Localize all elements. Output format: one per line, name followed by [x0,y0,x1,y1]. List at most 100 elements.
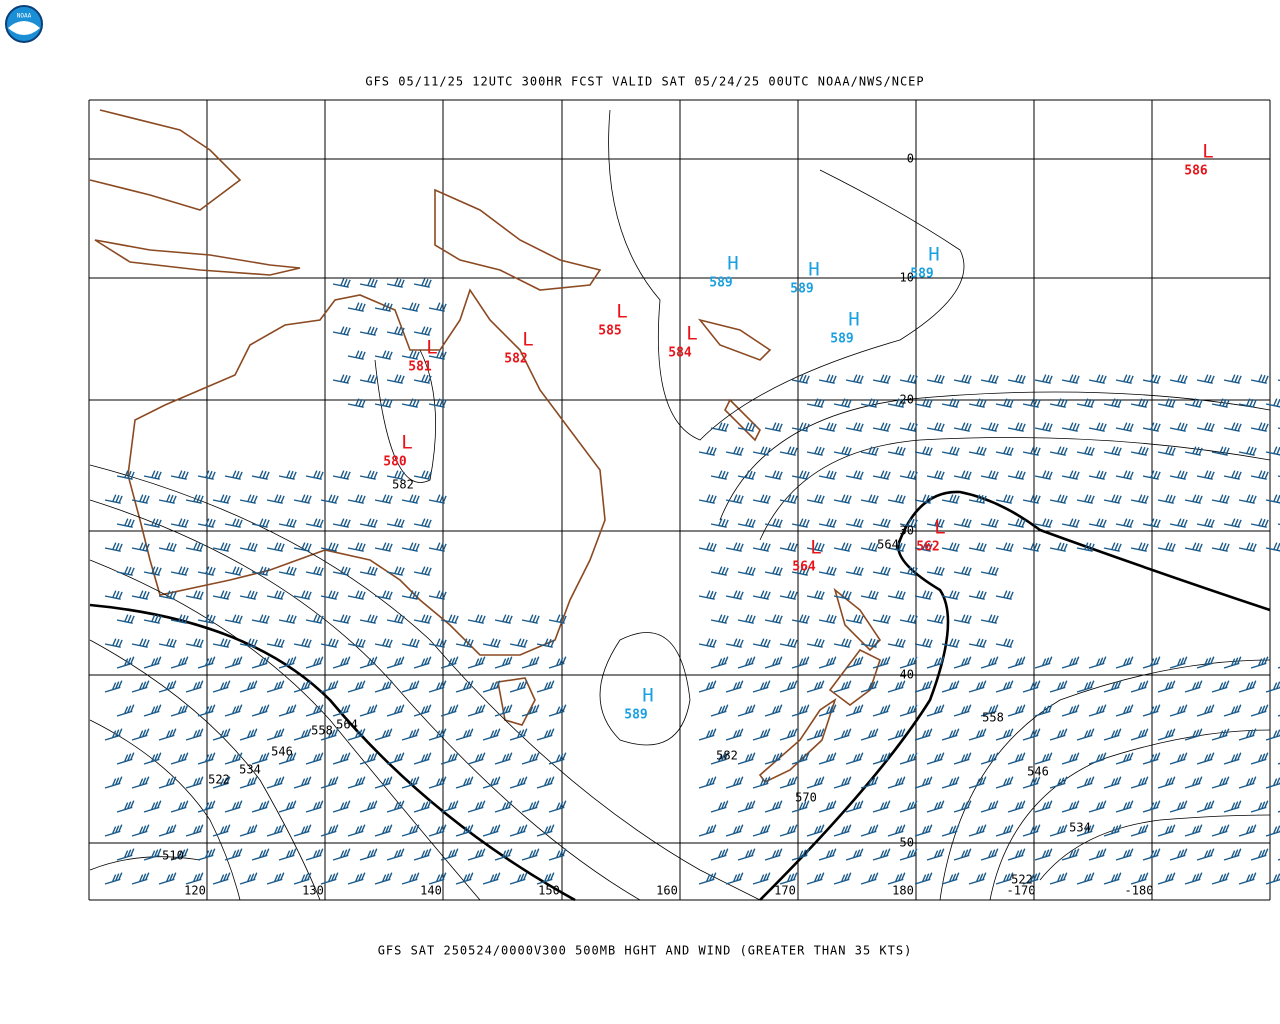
logo-text: NOAA [17,13,32,20]
wind-barb [347,494,366,504]
wind-barb [413,800,432,813]
wind-barb [116,518,135,528]
wind-barb [1022,872,1041,885]
wind-barb [968,446,987,456]
wind-barb [1034,656,1053,669]
wind-barb [887,542,906,552]
wind-barb [1196,704,1215,717]
wind-barb [332,614,351,624]
wind-barb [941,776,960,789]
wind-barb [116,704,135,717]
wind-barb [914,776,933,789]
center-symbol: H [727,253,738,275]
wind-barb [428,680,447,693]
wind-barb [401,638,420,648]
lon-label: 140 [420,884,442,898]
wind-barb [710,800,729,813]
map-caption: GFS SAT 250524/0000V300 500MB HGHT AND W… [378,944,913,958]
wind-barb [818,422,837,432]
wind-barb [791,656,810,669]
wind-barb [266,494,285,504]
wind-barb [374,872,393,885]
wind-barb [509,776,528,789]
wind-barb [359,614,378,624]
wind-barb [1184,824,1203,837]
wind-barb [968,680,987,693]
center-value: 580 [383,455,407,470]
wind-barb [710,566,729,576]
wind-barb [494,752,513,765]
wind-barb [293,824,312,837]
wind-barb [293,680,312,693]
wind-barb [1169,518,1188,528]
wind-barb [455,776,474,789]
wind-barb [899,566,918,576]
wind-barb [1130,776,1149,789]
wind-barb [1184,728,1203,741]
lat-label: 40 [900,668,914,682]
wind-barb [509,872,528,885]
wind-barb [791,422,810,432]
wind-barb [1103,542,1122,552]
wind-barb [779,446,798,456]
wind-barb [899,704,918,717]
wind-barb [845,470,864,480]
wind-barb [332,656,351,669]
wind-barb [1007,518,1026,528]
wind-barb [980,800,999,813]
wind-barb [779,494,798,504]
wind-barb [1088,470,1107,480]
wind-barb [1169,704,1188,717]
wind-barb [467,656,486,669]
wind-barb [386,566,405,576]
wind-barb [1076,872,1095,885]
wind-barb [872,704,891,717]
wind-barb [698,590,717,600]
wind-barb [305,704,324,717]
wind-barb [872,848,891,861]
wind-barb [833,638,852,648]
wind-barb [1049,872,1068,885]
wind-barb [386,800,405,813]
wind-barb [170,518,189,528]
wind-barb [548,752,567,765]
wind-barb [1196,848,1215,861]
wind-barb [818,566,837,576]
wind-barb [482,824,501,837]
lon-label: -170 [1007,884,1036,898]
wind-barb [401,494,420,504]
wind-barb [386,848,405,861]
wind-barb [467,848,486,861]
wind-barb [1130,398,1149,408]
wind-barb [737,656,756,669]
wind-barb [413,278,432,288]
wind-barb [305,848,324,861]
wind-barb [926,566,945,576]
wind-barb [1049,542,1068,552]
wind-barb [347,776,366,789]
wind-barb [914,638,933,648]
wind-barb [725,542,744,552]
wind-barb [374,638,393,648]
wind-barb [980,704,999,717]
wind-barb [509,824,528,837]
wind-barb [1157,776,1176,789]
center-symbol: L [686,323,697,345]
wind-barb [1061,800,1080,813]
wind-barb [710,656,729,669]
wind-barb [995,824,1014,837]
wind-barb [386,614,405,624]
wind-barb [1103,824,1122,837]
wind-barb [536,680,555,693]
wind-barb [1088,704,1107,717]
wind-barb [953,848,972,861]
wind-barb [1142,422,1161,432]
wind-barb [224,704,243,717]
wind-barb [725,638,744,648]
wind-barb [401,542,420,552]
wind-barb [1007,848,1026,861]
lon-label: 180 [892,884,914,898]
wind-barb [374,542,393,552]
wind-barb [914,398,933,408]
